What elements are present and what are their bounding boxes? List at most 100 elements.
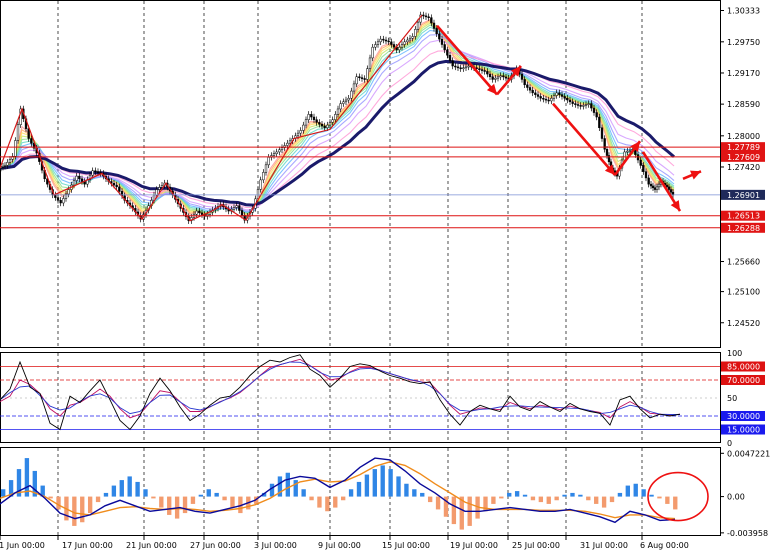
candle-body	[374, 44, 377, 48]
candle-body	[647, 177, 650, 185]
annotation-arrow-head	[690, 170, 701, 180]
candle-body	[408, 37, 412, 41]
candle-body	[582, 105, 585, 107]
macd-histogram-bar	[103, 492, 109, 497]
annotation-arrow-shaft	[641, 151, 682, 212]
candle-body	[462, 67, 465, 70]
candle-body	[368, 57, 372, 69]
candle-body	[355, 76, 358, 85]
candle-body	[574, 103, 577, 105]
candle-body	[427, 16, 430, 19]
macd-histogram-bar	[24, 458, 30, 497]
macd-histogram-bar	[649, 494, 654, 497]
time-axis-label: 3 Jul 00:00	[254, 541, 297, 550]
candle-body	[398, 46, 401, 51]
candle-body	[400, 44, 404, 48]
macd-histogram-bar	[111, 485, 117, 497]
candle-body	[312, 116, 316, 120]
candle-body	[456, 66, 460, 69]
macd-main-line	[0, 457, 676, 524]
macd-histogram-bar	[95, 496, 101, 503]
macd-histogram-bar	[443, 496, 449, 517]
macd-histogram-bar	[119, 480, 124, 497]
macd-histogram-bar	[301, 489, 306, 497]
oscillator-main-line	[0, 354, 681, 431]
candle-body	[403, 41, 406, 45]
candle-body	[607, 155, 611, 163]
candle-body	[59, 200, 62, 204]
candle-body	[598, 116, 601, 129]
candle-body	[318, 122, 321, 125]
price-panel[interactable]	[0, 0, 721, 348]
candle-body	[560, 94, 564, 97]
time-axis-label: 11 Jun 00:00	[0, 541, 45, 550]
candle-body	[256, 189, 260, 200]
time-axis-label: 15 Jul 00:00	[382, 541, 430, 550]
candle-body	[54, 194, 57, 198]
candle-body	[435, 28, 438, 35]
macd-histogram-bar	[333, 496, 338, 508]
candle-body	[286, 142, 289, 146]
candle-body	[371, 46, 374, 59]
macd-histogram-bar	[578, 494, 583, 497]
candle-body	[467, 65, 470, 68]
macd-histogram-bar	[40, 485, 45, 497]
macd-histogram-bar	[8, 480, 14, 497]
candle-body	[272, 153, 276, 156]
price-tick-label: 1.24520	[727, 319, 760, 328]
candle-body	[422, 14, 425, 17]
price-level-label: 1.26513	[727, 212, 760, 221]
time-axis-label: 27 Jun 00:00	[190, 541, 241, 550]
candle-body	[571, 101, 574, 104]
candle-body	[80, 178, 84, 182]
oscillator-tick-label: 50	[727, 394, 737, 403]
candle-body	[566, 97, 569, 101]
candle-body	[534, 92, 537, 95]
candle-body	[331, 119, 334, 123]
candle-body	[96, 171, 100, 173]
macd-histogram-bar	[285, 472, 290, 497]
macd-histogram-bar	[80, 496, 85, 523]
macd-histogram-bar	[135, 481, 140, 497]
candle-body	[665, 184, 669, 188]
candle-body	[600, 127, 604, 139]
candle-body	[649, 183, 653, 187]
macd-histogram-bar	[380, 465, 385, 497]
candle-body	[155, 189, 158, 196]
candle-body	[91, 170, 94, 176]
price-axis: 1.30333 1.29750 1.29170 1.28590 1.28000 1.274…	[720, 7, 770, 538]
macd-histogram-bar	[372, 469, 377, 497]
macd-histogram-bar	[657, 496, 662, 499]
candle-body	[19, 108, 22, 125]
candle-body	[568, 99, 572, 103]
candle-body	[494, 77, 497, 80]
macd-histogram-bar	[167, 496, 172, 515]
macd-histogram-bar	[48, 496, 53, 499]
candle-body	[264, 164, 268, 173]
candle-body	[360, 77, 364, 79]
candle-body	[483, 70, 486, 72]
candle-body	[352, 83, 356, 92]
candle-body	[72, 180, 76, 186]
current-price-box	[721, 189, 765, 200]
candle-body	[623, 151, 626, 161]
candle-body	[88, 174, 92, 180]
macd-histogram-bar	[554, 496, 559, 501]
candle-body	[592, 107, 596, 113]
annotation-arrow-head	[486, 83, 497, 95]
candle-body	[642, 165, 645, 172]
macd-histogram-bar	[530, 496, 536, 501]
candle-body	[195, 210, 198, 215]
macd-histogram-bar	[348, 489, 354, 497]
annotations	[436, 24, 709, 522]
time-axis-label: 21 Jun 00:00	[126, 541, 177, 550]
candle-body	[587, 103, 590, 105]
oscillator-level-box	[721, 361, 765, 372]
candle-body	[198, 210, 201, 214]
candle-body	[448, 55, 452, 61]
candle-body	[238, 205, 241, 211]
macd-histogram-bar	[665, 496, 670, 504]
candle-body	[288, 140, 292, 144]
macd-histogram-bar	[617, 492, 623, 497]
